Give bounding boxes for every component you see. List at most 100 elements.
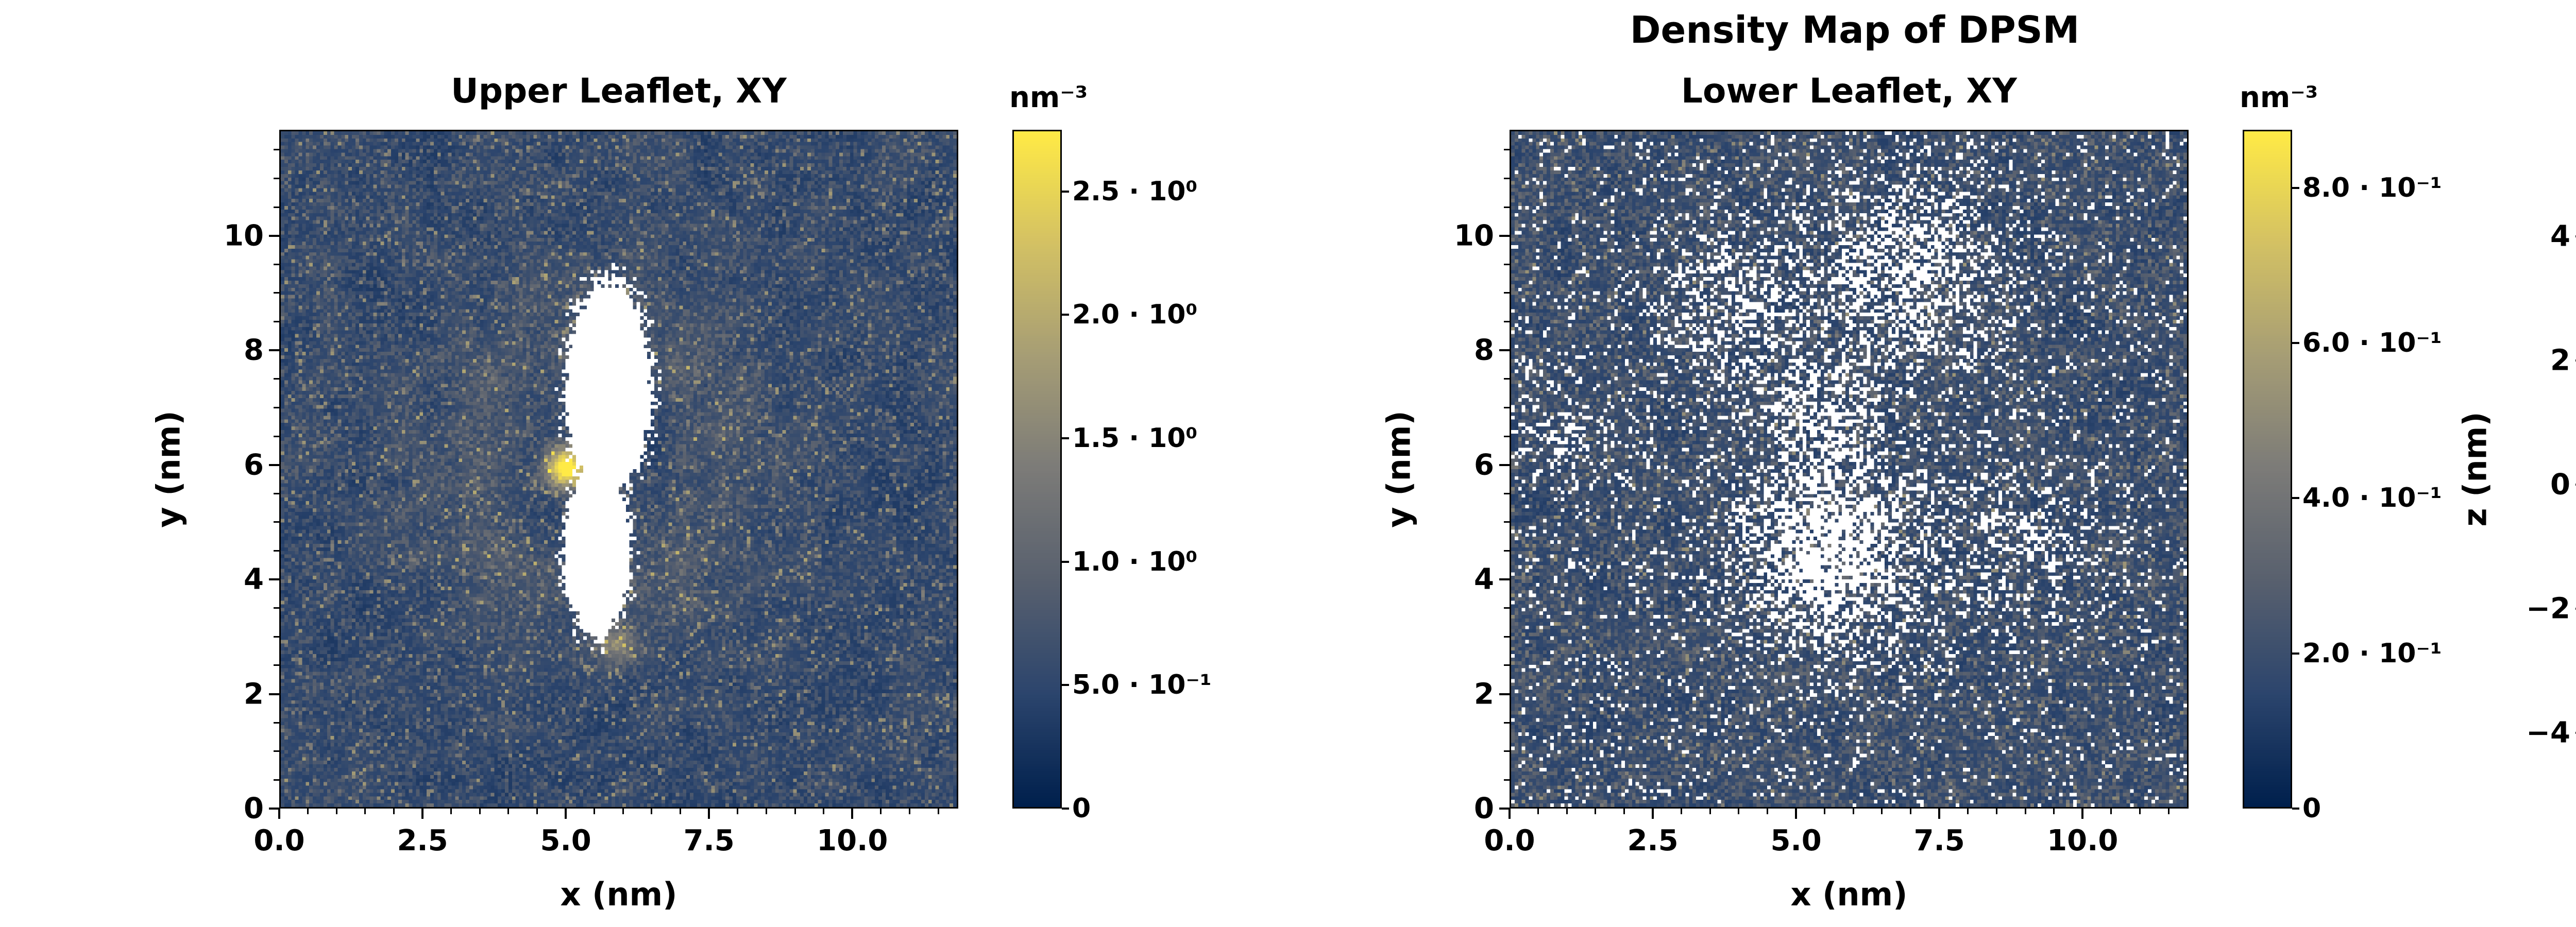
x-minor-tick <box>1767 809 1768 814</box>
y-minor-tick <box>274 521 279 523</box>
colorbar-gradient-canvas <box>2244 131 2291 807</box>
x-minor-tick <box>937 809 939 814</box>
figure-suptitle: Density Map of DPSM <box>1630 8 2080 52</box>
x-minor-tick <box>622 809 624 814</box>
y-minor-tick <box>1504 263 1510 265</box>
x-minor-tick <box>2024 809 2026 814</box>
colorbar-gradient-canvas <box>1014 131 1060 807</box>
y-minor-tick <box>274 321 279 323</box>
x-major-tick <box>421 809 424 819</box>
heatmap-canvas <box>1511 131 2187 807</box>
plot-title: Lower Leaflet, XY <box>1681 71 2017 111</box>
colorbar-tick <box>1062 808 1069 810</box>
x-minor-tick <box>1881 809 1883 814</box>
x-minor-tick <box>1967 809 1969 814</box>
y-tick-label: −2 <box>2526 592 2570 626</box>
x-axis-label: x (nm) <box>560 876 677 913</box>
colorbar-tick-label: 2.0 · 10⁰ <box>1072 299 1198 331</box>
y-minor-tick <box>1504 607 1510 609</box>
x-minor-tick <box>479 809 481 814</box>
colorbar-tick <box>1062 314 1069 316</box>
colorbar-tick <box>2292 186 2299 189</box>
x-tick-label: 0 <box>2509 824 2576 857</box>
x-axis-label: x (nm) <box>1790 876 1908 913</box>
y-major-tick <box>269 464 279 466</box>
y-minor-tick <box>274 292 279 294</box>
colorbar-tick <box>2292 652 2299 655</box>
x-minor-tick <box>335 809 337 814</box>
y-minor-tick <box>1504 178 1510 180</box>
y-major-tick <box>1499 234 1510 237</box>
x-minor-tick <box>507 809 510 814</box>
x-minor-tick <box>765 809 767 814</box>
y-tick-label: −4 <box>2526 716 2570 750</box>
colorbar-tick-label: 0 <box>2302 793 2321 824</box>
colorbar-tick-label: 5.0 · 10⁻¹ <box>1072 670 1212 701</box>
x-minor-tick <box>1738 809 1740 814</box>
y-minor-tick <box>1504 492 1510 494</box>
x-tick-label: 10.0 <box>2047 824 2119 857</box>
colorbar-tick-label: 1.5 · 10⁰ <box>1072 423 1198 454</box>
x-minor-tick <box>450 809 452 814</box>
x-major-tick <box>278 809 280 819</box>
y-minor-tick <box>274 722 279 724</box>
x-tick-label: 0.0 <box>1484 824 1535 857</box>
colorbar-tick <box>2292 497 2299 500</box>
y-major-tick <box>269 578 279 581</box>
y-minor-tick <box>274 406 279 408</box>
x-tick-label: 7.5 <box>683 824 735 857</box>
colorbar-tick <box>1062 560 1069 563</box>
y-tick-label: 2 <box>244 677 264 711</box>
y-major-tick <box>1499 349 1510 352</box>
y-tick-label: 10 <box>1454 219 1494 253</box>
x-minor-tick <box>1681 809 1683 814</box>
y-minor-tick <box>274 378 279 380</box>
colorbar-tick <box>1062 437 1069 440</box>
y-minor-tick <box>274 206 279 208</box>
y-tick-label: 6 <box>244 448 264 482</box>
colorbar-tick-label: 2.0 · 10⁻¹ <box>2302 638 2442 669</box>
x-tick-label: 0.0 <box>253 824 305 857</box>
y-minor-tick <box>1504 521 1510 523</box>
y-minor-tick <box>274 550 279 552</box>
y-minor-tick <box>274 779 279 781</box>
x-tick-label: 10.0 <box>817 824 888 857</box>
y-minor-tick <box>1504 406 1510 408</box>
x-minor-tick <box>823 809 825 814</box>
y-tick-label: 2 <box>2550 344 2570 377</box>
y-tick-label: 0 <box>244 792 264 826</box>
x-minor-tick <box>536 809 538 814</box>
y-tick-label: 0 <box>1474 792 1494 826</box>
x-major-tick <box>1795 809 1798 819</box>
plot-title: Upper Leaflet, XY <box>451 71 787 111</box>
y-minor-tick <box>274 178 279 180</box>
x-minor-tick <box>2110 809 2112 814</box>
y-minor-tick <box>274 750 279 752</box>
y-minor-tick <box>274 263 279 265</box>
x-minor-tick <box>1824 809 1826 814</box>
colorbar-unit-label: nm⁻³ <box>1009 81 1088 114</box>
y-minor-tick <box>1504 292 1510 294</box>
y-minor-tick <box>274 664 279 666</box>
x-minor-tick <box>2053 809 2055 814</box>
y-minor-tick <box>274 149 279 151</box>
colorbar <box>1012 130 1062 809</box>
x-minor-tick <box>1995 809 1997 814</box>
x-minor-tick <box>2139 809 2141 814</box>
x-minor-tick <box>1709 809 1711 814</box>
x-major-tick <box>2081 809 2084 819</box>
colorbar-tick-label: 0 <box>1072 793 1091 824</box>
y-major-tick <box>269 693 279 695</box>
y-tick-label: 4 <box>2550 219 2570 253</box>
y-minor-tick <box>274 607 279 609</box>
x-minor-tick <box>794 809 796 814</box>
y-tick-label: 2 <box>1474 677 1494 711</box>
x-minor-tick <box>1852 809 1854 814</box>
colorbar-tick-label: 1.0 · 10⁰ <box>1072 546 1198 577</box>
x-minor-tick <box>880 809 882 814</box>
y-major-tick <box>269 808 279 810</box>
y-tick-label: 4 <box>244 562 264 596</box>
y-minor-tick <box>1504 750 1510 752</box>
x-minor-tick <box>364 809 366 814</box>
colorbar <box>2243 130 2292 809</box>
